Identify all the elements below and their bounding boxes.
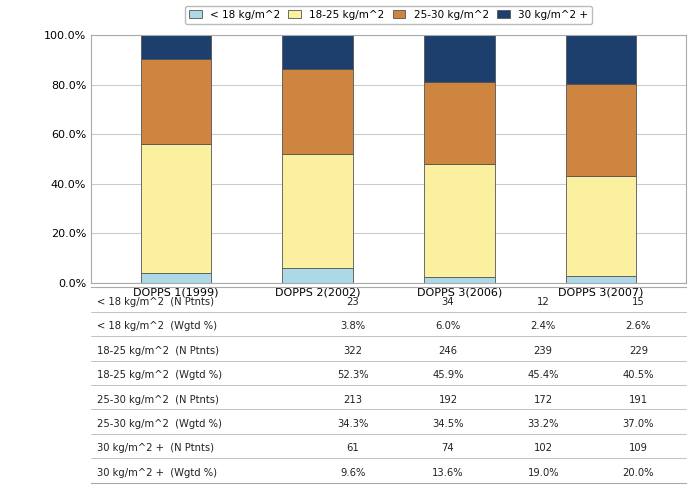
Text: 34: 34 (442, 297, 454, 307)
Bar (141, 144, 211, 274)
Bar (424, 164, 495, 277)
Text: < 18 kg/m^2  (Wgtd %): < 18 kg/m^2 (Wgtd %) (97, 322, 217, 332)
Text: 30 kg/m^2 +  (N Ptnts): 30 kg/m^2 + (N Ptnts) (97, 444, 214, 454)
Text: 9.6%: 9.6% (340, 468, 365, 478)
Text: 2.6%: 2.6% (626, 322, 651, 332)
Text: 30 kg/m^2 +  (Wgtd %): 30 kg/m^2 + (Wgtd %) (97, 468, 217, 478)
Bar (424, 35, 495, 82)
Text: 18-25 kg/m^2  (Wgtd %): 18-25 kg/m^2 (Wgtd %) (97, 370, 222, 380)
Text: 25-30 kg/m^2  (Wgtd %): 25-30 kg/m^2 (Wgtd %) (97, 419, 222, 429)
Text: 20.0%: 20.0% (623, 468, 654, 478)
Text: 45.4%: 45.4% (528, 370, 559, 380)
Text: 102: 102 (533, 444, 553, 454)
Bar (282, 268, 353, 283)
Text: 191: 191 (629, 394, 648, 404)
Bar (566, 84, 636, 176)
Text: 25-30 kg/m^2  (N Ptnts): 25-30 kg/m^2 (N Ptnts) (97, 394, 219, 404)
Bar (141, 59, 211, 144)
Bar (141, 274, 211, 283)
Text: 34.3%: 34.3% (337, 419, 368, 429)
Text: 40.5%: 40.5% (623, 370, 654, 380)
Text: 33.2%: 33.2% (528, 419, 559, 429)
Bar (141, 35, 211, 59)
Text: 61: 61 (346, 444, 359, 454)
Text: 34.5%: 34.5% (433, 419, 463, 429)
Text: 192: 192 (438, 394, 458, 404)
Text: 52.3%: 52.3% (337, 370, 369, 380)
Text: 3.8%: 3.8% (340, 322, 365, 332)
Text: 6.0%: 6.0% (435, 322, 461, 332)
Bar (566, 176, 636, 276)
Text: 322: 322 (343, 346, 363, 356)
Text: 18-25 kg/m^2  (N Ptnts): 18-25 kg/m^2 (N Ptnts) (97, 346, 219, 356)
Text: 239: 239 (533, 346, 553, 356)
Bar (566, 35, 636, 84)
Text: < 18 kg/m^2  (N Ptnts): < 18 kg/m^2 (N Ptnts) (97, 297, 214, 307)
Text: 13.6%: 13.6% (432, 468, 464, 478)
Text: 12: 12 (537, 297, 550, 307)
Text: 15: 15 (632, 297, 645, 307)
Text: 229: 229 (629, 346, 648, 356)
Bar (566, 276, 636, 283)
Text: 246: 246 (438, 346, 458, 356)
Text: 213: 213 (343, 394, 363, 404)
Bar (424, 277, 495, 283)
Text: 45.9%: 45.9% (432, 370, 464, 380)
Text: 109: 109 (629, 444, 648, 454)
Text: 23: 23 (346, 297, 359, 307)
Text: 172: 172 (533, 394, 553, 404)
Bar (282, 35, 353, 68)
Legend: < 18 kg/m^2, 18-25 kg/m^2, 25-30 kg/m^2, 30 kg/m^2 +: < 18 kg/m^2, 18-25 kg/m^2, 25-30 kg/m^2,… (185, 6, 592, 24)
Text: 2.4%: 2.4% (531, 322, 556, 332)
Text: 74: 74 (442, 444, 454, 454)
Text: 37.0%: 37.0% (623, 419, 654, 429)
Bar (282, 154, 353, 268)
Bar (424, 82, 495, 164)
Bar (282, 68, 353, 154)
Text: 19.0%: 19.0% (527, 468, 559, 478)
